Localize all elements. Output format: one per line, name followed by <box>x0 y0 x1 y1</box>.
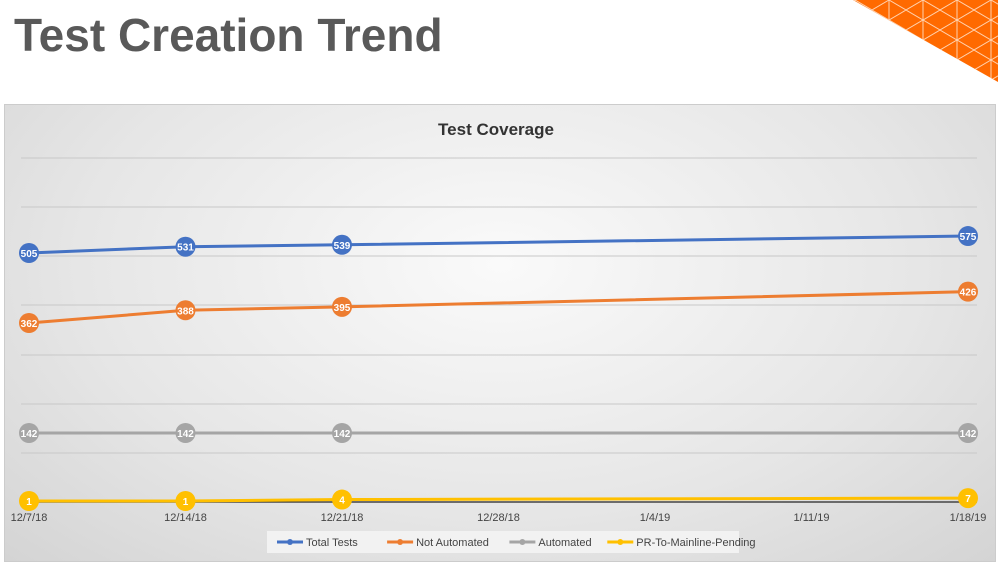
data-point <box>175 236 196 257</box>
legend-item: Not Automated <box>387 537 489 549</box>
data-point <box>958 226 978 247</box>
x-tick-label: 1/18/19 <box>950 512 987 524</box>
data-point <box>19 243 39 263</box>
data-label: 575 <box>960 232 977 243</box>
data-label: 395 <box>334 303 351 314</box>
series-not-automated: 362 388 395 426 <box>19 281 978 333</box>
x-tick-label: 1/4/19 <box>640 512 671 524</box>
data-label: 142 <box>21 429 38 440</box>
data-label: 539 <box>334 241 351 252</box>
hexagon-pattern-decoration <box>853 0 998 82</box>
data-point <box>958 281 978 302</box>
data-point <box>332 423 352 443</box>
data-label: 142 <box>334 429 351 440</box>
data-point <box>19 313 39 333</box>
legend-label: PR-To-Mainline-Pending <box>636 537 755 549</box>
data-label: 388 <box>177 306 194 317</box>
data-point <box>332 234 352 255</box>
legend-label: Total Tests <box>306 537 358 549</box>
slide-title: Test Creation Trend <box>14 9 443 61</box>
series-total-tests: 505 531 539 575 <box>19 226 978 263</box>
data-point <box>19 423 39 443</box>
data-label: 1 <box>183 497 189 508</box>
legend-item: PR-To-Mainline-Pending <box>607 537 756 549</box>
data-point <box>175 423 196 443</box>
data-label: 4 <box>339 496 345 507</box>
data-label: 426 <box>960 288 977 299</box>
data-point <box>19 491 39 511</box>
data-label: 142 <box>177 429 194 440</box>
series-line <box>29 496 969 503</box>
data-label: 362 <box>21 319 38 330</box>
data-point <box>332 296 352 317</box>
data-label: 1 <box>26 497 32 508</box>
data-label: 7 <box>965 494 971 505</box>
data-point <box>958 423 978 443</box>
x-tick-label: 12/14/18 <box>164 512 207 524</box>
chart-title: Test Coverage <box>438 120 554 139</box>
x-tick-label: 12/21/18 <box>321 512 364 524</box>
x-tick-label: 1/11/19 <box>794 512 830 524</box>
series-line <box>28 234 969 255</box>
x-tick-label: 12/7/18 <box>11 512 48 524</box>
x-tick-label: 12/28/18 <box>477 512 520 524</box>
chart-area: Test Coverage 1 1 4 7 142 142 142 142 362 388 395 4… <box>4 104 996 562</box>
line-chart: Test Coverage 1 1 4 7 142 142 142 142 362 388 395 4… <box>11 120 987 553</box>
legend-item: Automated <box>509 537 592 549</box>
data-label: 531 <box>177 243 194 254</box>
data-point <box>175 491 196 511</box>
series-pr-to-mainline-pending: 1 1 4 7 <box>19 488 978 511</box>
legend-item: Total Tests <box>277 537 358 549</box>
legend-label: Not Automated <box>416 537 489 549</box>
data-point <box>332 489 352 510</box>
data-point <box>958 488 978 509</box>
legend-label: Automated <box>538 537 591 549</box>
legend <box>267 531 739 553</box>
data-label: 142 <box>960 429 977 440</box>
series-line <box>28 290 969 325</box>
series-automated: 142 142 142 142 <box>19 423 978 443</box>
data-point <box>175 300 196 321</box>
data-label: 505 <box>21 249 38 260</box>
